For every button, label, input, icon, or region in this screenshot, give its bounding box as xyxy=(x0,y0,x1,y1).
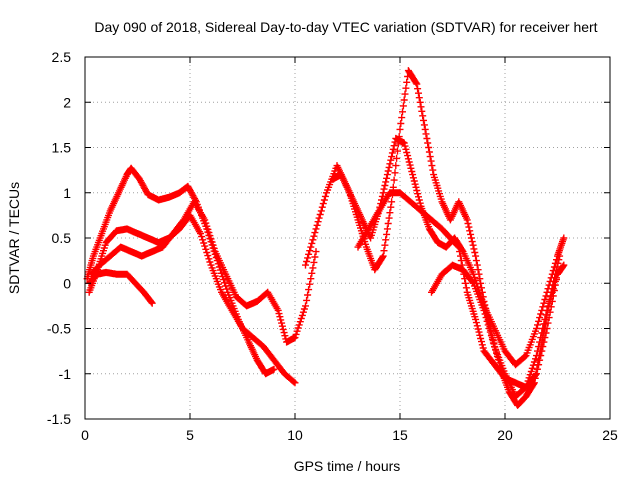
x-tick-label: 20 xyxy=(497,427,513,443)
x-tick-label: 5 xyxy=(186,427,194,443)
x-axis-label: GPS time / hours xyxy=(294,458,401,474)
series-track-h xyxy=(428,261,568,400)
axis-ticks: 0 5 10 15 20 25 -1.5 -1 -0.5 0 0.5 1 1.5 2 2.5 xyxy=(47,49,618,443)
data-points xyxy=(83,67,568,409)
y-tick-label: -0.5 xyxy=(47,321,71,337)
y-tick-label: 0.5 xyxy=(52,230,72,246)
plus-markers xyxy=(354,189,561,391)
series-track-d xyxy=(85,268,156,307)
x-tick-label: 10 xyxy=(287,427,303,443)
y-tick-label: -1 xyxy=(59,366,72,382)
x-tick-label: 15 xyxy=(392,427,408,443)
series-track-f xyxy=(329,67,564,409)
series-track-e xyxy=(302,134,568,369)
y-tick-label: 1 xyxy=(63,185,71,201)
plus-markers xyxy=(428,261,568,400)
series-track-c xyxy=(87,198,320,346)
chart-title: Day 090 of 2018, Sidereal Day-to-day VTE… xyxy=(94,19,597,35)
x-tick-label: 0 xyxy=(81,427,89,443)
y-tick-label: 1.5 xyxy=(52,140,72,156)
series-track-g xyxy=(354,189,561,391)
plus-markers xyxy=(302,134,568,369)
y-tick-label: 2 xyxy=(63,94,71,110)
plus-markers xyxy=(329,67,564,409)
y-axis-label: SDTVAR / TECUs xyxy=(6,182,22,294)
plus-markers xyxy=(87,198,320,346)
plus-markers xyxy=(85,268,156,307)
y-tick-label: 0 xyxy=(63,275,71,291)
y-tick-label: 2.5 xyxy=(52,49,72,65)
x-tick-label: 25 xyxy=(602,427,618,443)
y-tick-label: -1.5 xyxy=(47,411,71,427)
